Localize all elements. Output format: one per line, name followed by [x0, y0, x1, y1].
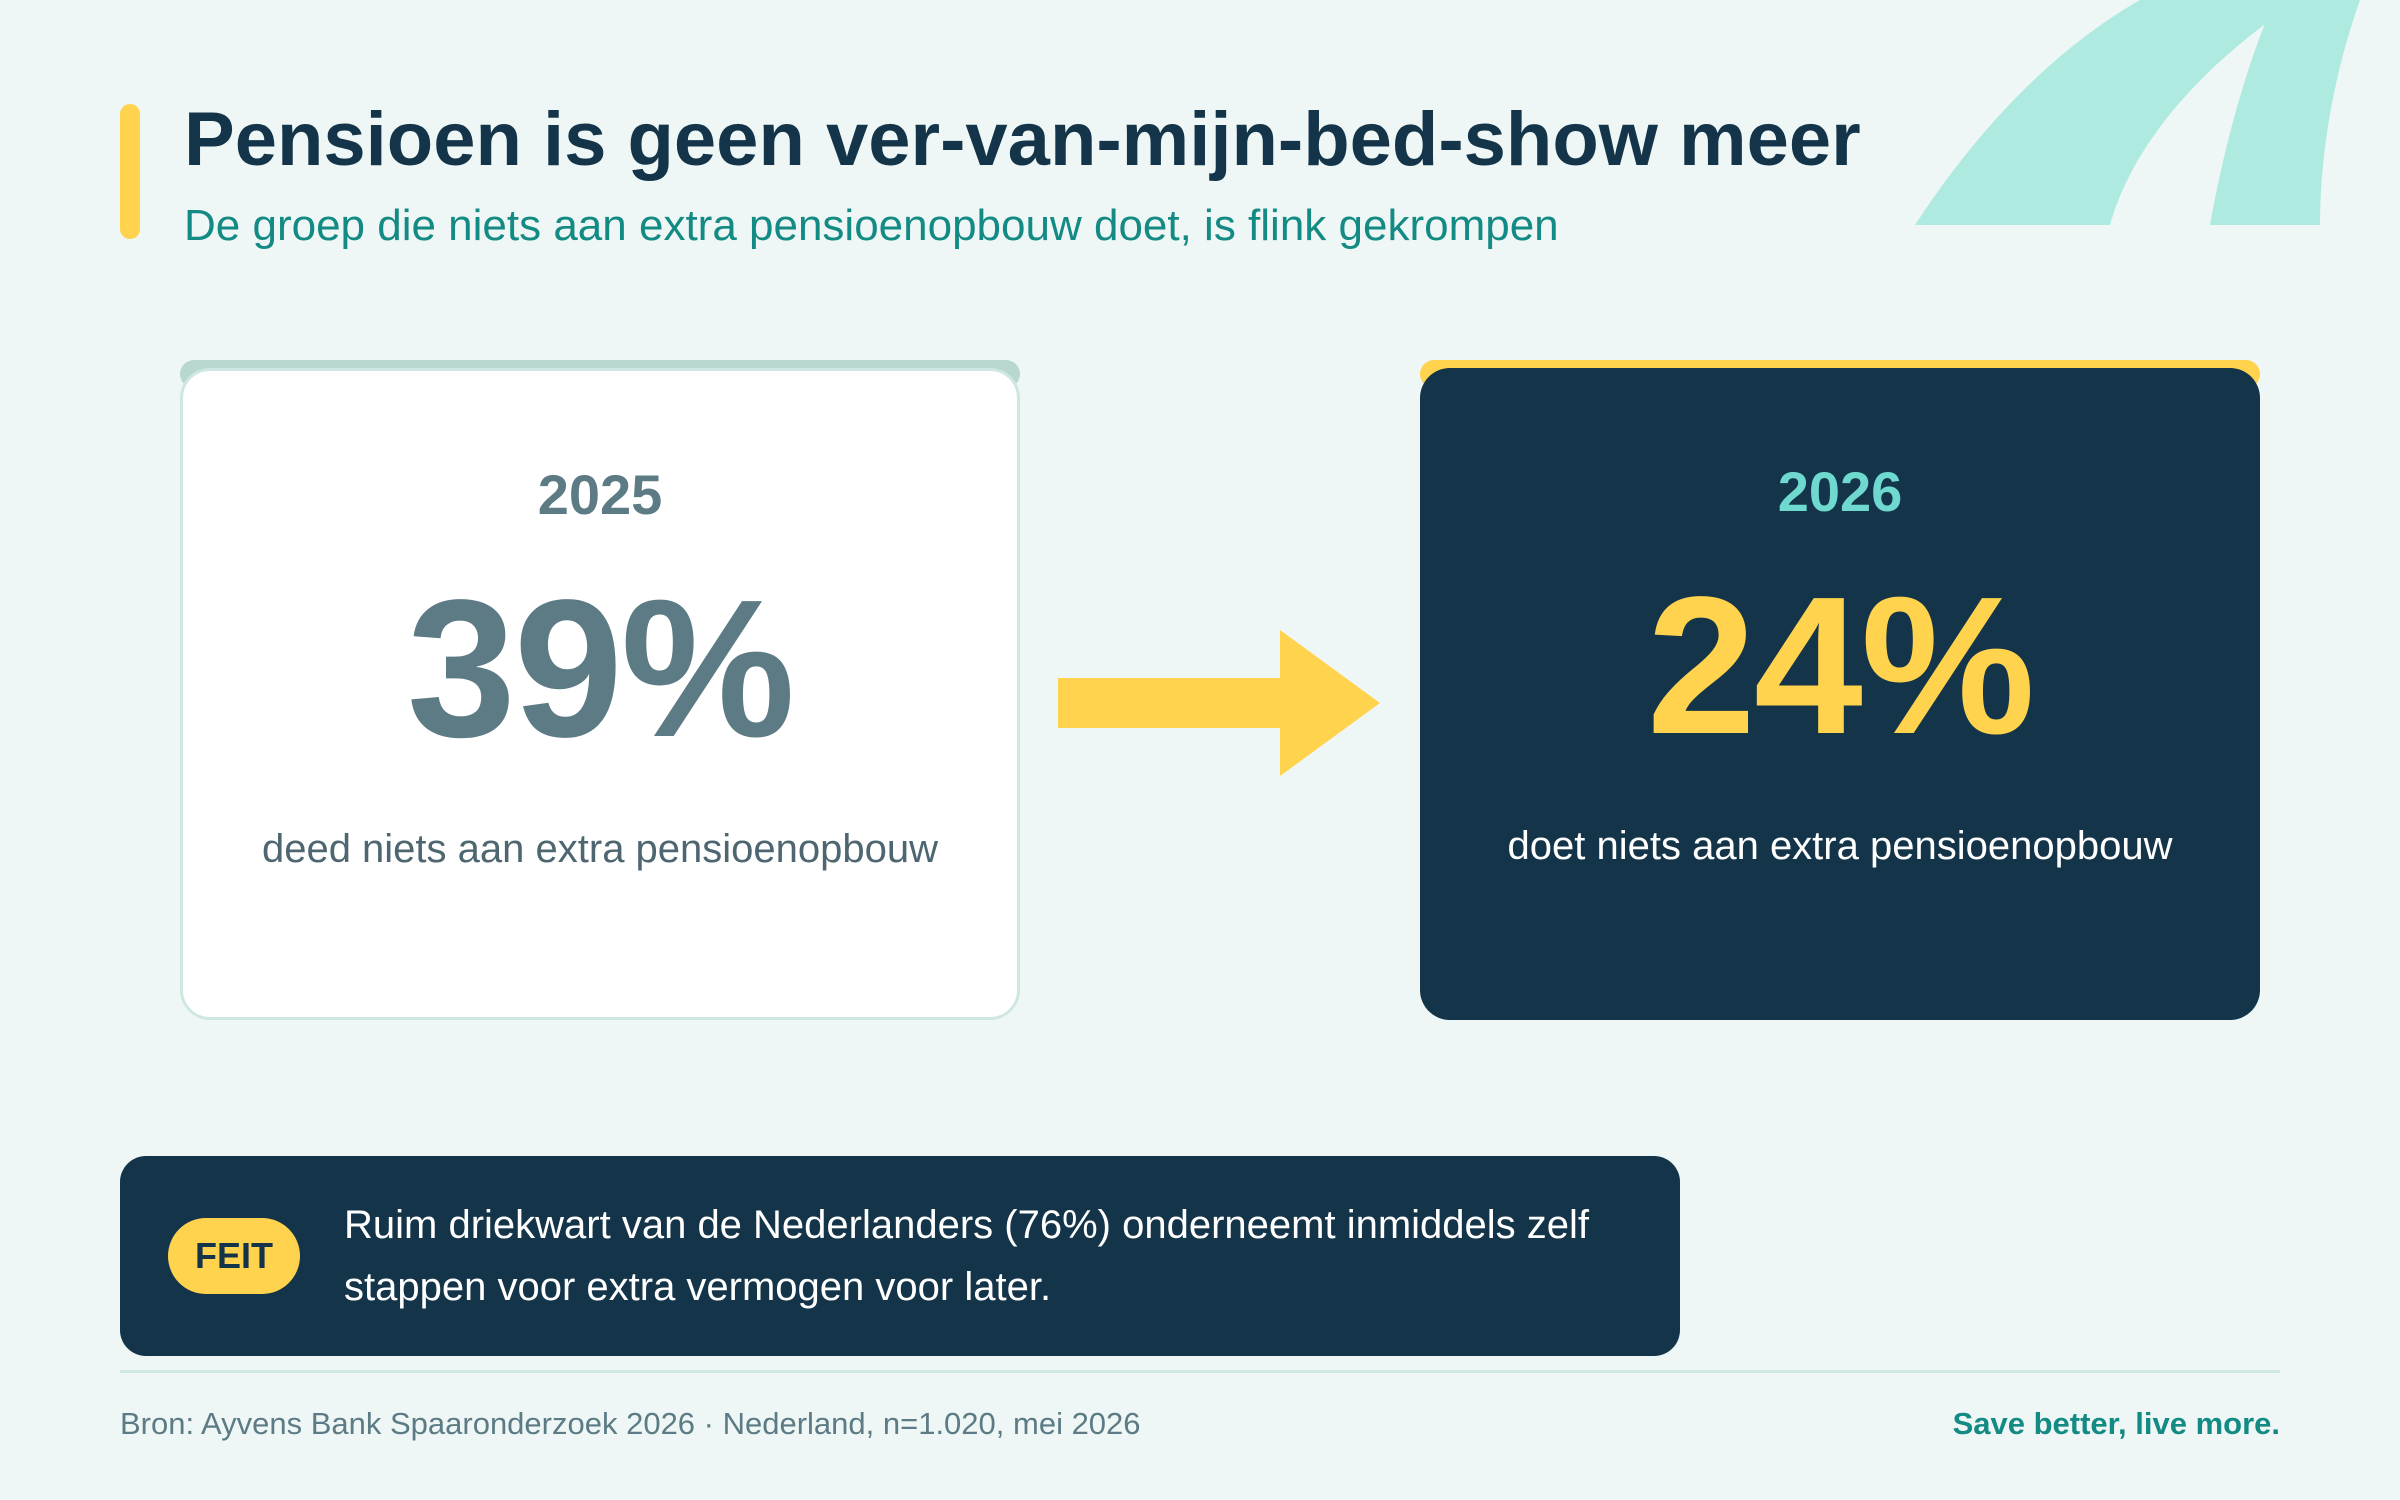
brand-tagline: Save better, live more. [1952, 1406, 2280, 1441]
arrow-right-icon [1058, 630, 1380, 776]
stat-description: doet niets aan extra pensioenopbouw [1507, 824, 2173, 868]
stat-card-2025: 2025 39% deed niets aan extra pensioenop… [180, 368, 1020, 1020]
page-title: Pensioen is geen ver-van-mijn-bed-show m… [184, 97, 1861, 182]
fact-banner: FEIT Ruim driekwart van de Nederlanders … [120, 1156, 1680, 1356]
stat-value: 39% [406, 559, 795, 778]
fact-badge: FEIT [168, 1218, 300, 1294]
stat-card-2026: 2026 24% doet niets aan extra pensioenop… [1420, 368, 2260, 1020]
quote-mark-icon [1915, 0, 2360, 225]
stat-year: 2026 [1777, 460, 1903, 523]
stat-year: 2025 [537, 463, 663, 526]
fact-text: Ruim driekwart van de Nederlanders (76%)… [344, 1203, 1590, 1309]
page-subtitle: De groep die niets aan extra pensioenopb… [184, 201, 1559, 250]
stat-value: 24% [1646, 556, 2035, 775]
footer-divider [120, 1370, 2280, 1373]
title-accent-bar [120, 104, 140, 239]
source-note: Bron: Ayvens Bank Spaaronderzoek 2026 · … [120, 1406, 1141, 1441]
stat-description: deed niets aan extra pensioenopbouw [261, 827, 939, 871]
